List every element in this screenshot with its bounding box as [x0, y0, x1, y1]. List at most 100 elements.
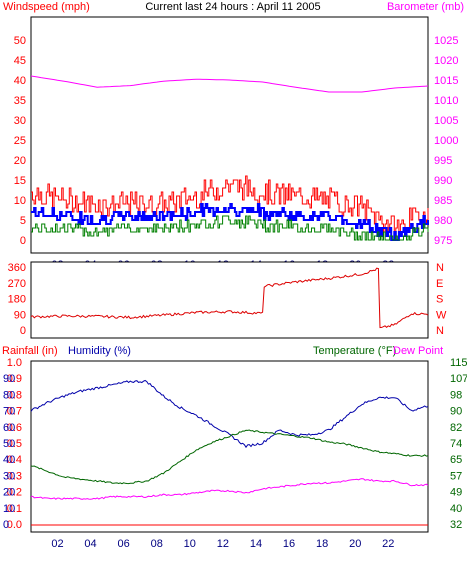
- humidity-tick-label: 50: [3, 438, 15, 450]
- barometer-tick-label: 1005: [434, 115, 458, 127]
- direction-degree-tick-label: 90: [14, 309, 26, 321]
- page-title: Current last 24 hours : April 11 2005: [145, 1, 320, 13]
- humidity-tick-label: 0: [3, 519, 9, 531]
- wind-low-line: [31, 215, 429, 241]
- rainfall-tick-labels: 0.0 0.1 0.2 0.3 0.4 0.5 0.6 0.7 0.8 0.9 1.0: [7, 357, 22, 531]
- humidity-tick-label: 20: [3, 487, 15, 499]
- windspeed-tick-label: 15: [14, 175, 26, 187]
- rainfall-tick-label: 0.0: [7, 519, 22, 531]
- x-tick-label: 16: [283, 538, 295, 550]
- temperature-tick-label: 107: [450, 373, 467, 385]
- barometer-tick-label: 995: [434, 155, 452, 167]
- rainfall-tick-label: 0.7: [7, 406, 22, 418]
- windspeed-tick-label: 20: [14, 155, 26, 167]
- temperature-axis-label: Temperature (°F): [313, 345, 396, 357]
- barometer-tick-label: 980: [434, 215, 452, 227]
- humidity-line: [30, 379, 429, 449]
- rainfall-tick-label: 0.3: [7, 470, 22, 482]
- x-tick-label: 14: [250, 538, 262, 550]
- windspeed-tick-label: 30: [14, 115, 26, 127]
- temperature-tick-label: 82: [450, 422, 462, 434]
- direction-degree-tick-label: 180: [8, 294, 26, 306]
- windspeed-tick-label: 10: [14, 195, 26, 207]
- hum-temp-series: [30, 379, 429, 526]
- rainfall-axis-label: Rainfall (in): [2, 345, 58, 357]
- direction-compass-tick-label: N: [436, 325, 444, 337]
- barometer-tick-label: 975: [434, 235, 452, 247]
- windspeed-tick-label: 35: [14, 95, 26, 107]
- barometer-axis-label: Barometer (mb): [387, 1, 464, 13]
- windspeed-tick-label: 45: [14, 55, 26, 67]
- humidity-tick-label: 90: [3, 373, 15, 385]
- direction-degree-tick-label: 0: [20, 325, 26, 337]
- windspeed-tick-label: 0: [20, 235, 26, 247]
- barometer-tick-label: 1020: [434, 55, 458, 67]
- x-tick-label: 04: [84, 538, 96, 550]
- x-tick-label: 10: [184, 538, 196, 550]
- direction-compass-tick-label: E: [436, 278, 443, 290]
- x-tick-label: 18: [316, 538, 328, 550]
- humidity-tick-label: 80: [3, 389, 15, 401]
- rainfall-tick-label: 1.0: [7, 357, 22, 369]
- direction-degree-tick-label: 270: [8, 278, 26, 290]
- barometer-tick-label: 985: [434, 195, 452, 207]
- barometer-tick-label: 1015: [434, 75, 458, 87]
- wind-baro-plot-area: [30, 16, 429, 254]
- windspeed-tick-label: 5: [20, 215, 26, 227]
- hum-x-tick-labels: 02 04 06 08 10 12 14 16 18 20 22: [51, 538, 394, 550]
- wind-gust-line: [31, 175, 429, 241]
- humidity-tick-label: 40: [3, 454, 15, 466]
- windspeed-tick-label: 25: [14, 135, 26, 147]
- temperature-tick-label: 40: [450, 503, 462, 515]
- x-tick-label: 02: [51, 538, 63, 550]
- barometer-tick-label: 990: [434, 175, 452, 187]
- barometer-tick-label: 1010: [434, 95, 458, 107]
- barometer-tick-labels: 975 980 985 990 995 1000 1005 1010 1015 1020 1025: [434, 35, 458, 247]
- rainfall-tick-label: 0.1: [7, 503, 22, 515]
- temperature-tick-label: 98: [450, 389, 462, 401]
- direction-degree-tick-labels: 0 90 180 270 360: [8, 262, 26, 337]
- x-tick-label: 20: [349, 538, 361, 550]
- humidity-tick-label: 70: [3, 406, 15, 418]
- direction-degree-tick-label: 360: [8, 262, 26, 274]
- barometer-line: [30, 75, 429, 93]
- temperature-tick-label: 49: [450, 487, 462, 499]
- x-tick-label: 22: [382, 538, 394, 550]
- rainfall-tick-label: 0.5: [7, 438, 22, 450]
- temperature-line: [30, 429, 429, 485]
- humidity-tick-label: 30: [3, 470, 15, 482]
- windspeed-tick-label: 40: [14, 75, 26, 87]
- temperature-tick-label: 90: [450, 406, 462, 418]
- direction-compass-tick-label: S: [436, 294, 443, 306]
- wind-baro-series: [30, 75, 429, 241]
- rainfall-tick-label: 0.6: [7, 422, 22, 434]
- humidity-tick-label: 10: [3, 503, 15, 515]
- humidity-tick-label: 60: [3, 422, 15, 434]
- x-tick-label: 06: [118, 538, 130, 550]
- windspeed-axis-label: Windspeed (mph): [3, 1, 90, 13]
- humidity-tick-labels: 0 10 20 30 40 50 60 70 80 90: [3, 373, 15, 531]
- dewpoint-axis-label: Dew Point: [393, 345, 443, 357]
- windspeed-tick-label: 50: [14, 35, 26, 47]
- dewpoint-line: [30, 478, 429, 500]
- barometer-tick-label: 1025: [434, 35, 458, 47]
- direction-compass-tick-label: N: [436, 262, 444, 274]
- wind-average-line: [31, 203, 429, 241]
- temperature-tick-label: 57: [450, 470, 462, 482]
- temperature-tick-label: 32: [450, 519, 462, 531]
- hum-temp-plot-area: [30, 360, 429, 533]
- direction-plot-area: [30, 261, 429, 339]
- windspeed-tick-labels: 0 5 10 15 20 25 30 35 40 45 50: [14, 35, 26, 247]
- temperature-tick-labels: 32 40 49 57 65 74 82 90 98 107 115: [450, 357, 467, 531]
- wind-direction-line: [30, 267, 429, 329]
- x-tick-label: 12: [217, 538, 229, 550]
- temperature-tick-label: 74: [450, 438, 462, 450]
- barometer-tick-label: 1000: [434, 135, 458, 147]
- rainfall-tick-label: 0.4: [7, 454, 22, 466]
- temperature-tick-label: 65: [450, 454, 462, 466]
- temperature-tick-label: 115: [450, 357, 467, 369]
- direction-compass-tick-label: W: [436, 309, 447, 321]
